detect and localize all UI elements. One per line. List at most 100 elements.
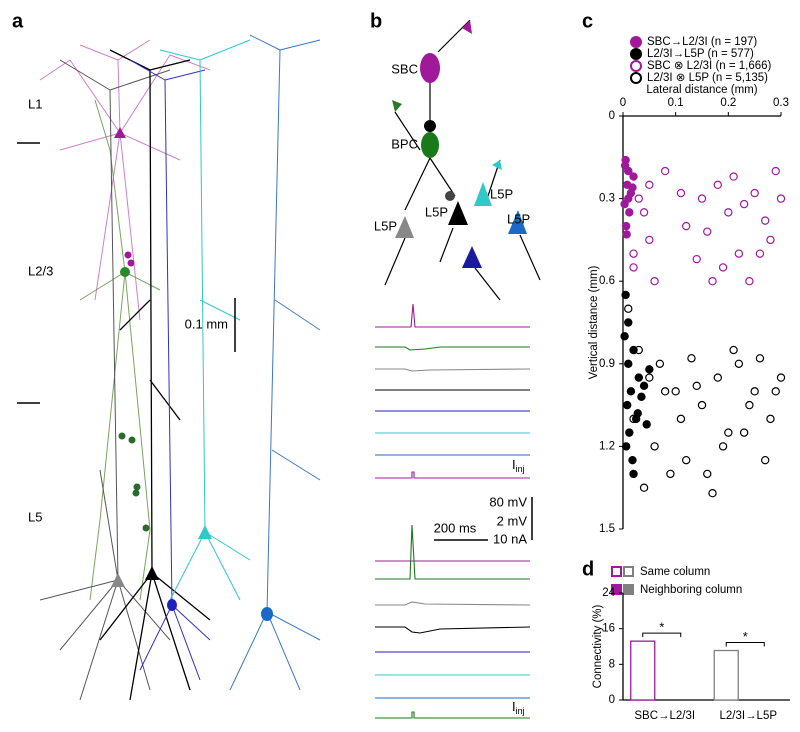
bar	[713, 649, 739, 701]
scatter-point	[676, 414, 686, 424]
scatter-point	[645, 235, 654, 245]
scatter-point	[676, 188, 686, 198]
scatter-point	[692, 254, 701, 264]
traces	[375, 303, 533, 719]
scatter-point	[761, 455, 770, 465]
scatter-point	[639, 208, 649, 217]
scatter-point	[708, 489, 717, 498]
scatter-point	[621, 442, 631, 451]
scale-label: 80 mV	[489, 494, 527, 509]
scatter-point	[739, 428, 749, 437]
scatter-point	[650, 277, 659, 286]
legend-label: L2/3I ⊗ L5P (n = 5,135)	[647, 72, 768, 84]
scatter-point	[645, 373, 654, 382]
panel-label: c	[582, 10, 593, 32]
scatter-point	[666, 469, 675, 479]
scatter-point	[629, 172, 638, 181]
scatter-point	[620, 161, 630, 170]
panel-label: b	[370, 10, 382, 32]
cell-label: L5P	[507, 211, 530, 226]
current-label-sub: inj	[516, 706, 525, 716]
scatter-point	[734, 359, 744, 368]
significance-mark: *	[659, 620, 664, 635]
current-label-main: I	[512, 457, 516, 472]
legend-marker	[611, 584, 622, 595]
legend-label: L2/3I→L5P (n = 577)	[647, 48, 754, 60]
scatter-point	[724, 428, 733, 437]
scatter-point	[625, 208, 634, 217]
scatter-point	[634, 194, 644, 203]
y-tick-label: 0.3	[599, 193, 615, 205]
panel-label: a	[12, 10, 24, 32]
y-tick-label: 16	[602, 623, 615, 635]
scatter-point	[620, 332, 629, 341]
scatter-point	[703, 469, 712, 479]
scatter-point	[639, 483, 649, 492]
scatter-point	[734, 249, 744, 258]
y-tick-label: 0.9	[599, 358, 615, 370]
scatter-point	[766, 414, 775, 424]
scatter-point	[729, 172, 738, 181]
legend-marker	[630, 48, 642, 60]
scatter-point	[771, 166, 780, 176]
scatter-point	[660, 387, 670, 396]
scatter-point	[682, 455, 691, 465]
scatter-point	[645, 180, 654, 190]
scatter-point	[713, 373, 723, 382]
scatter-point	[697, 400, 707, 410]
y-tick-label: 0	[609, 110, 615, 122]
legend-marker	[623, 566, 634, 577]
layer-label: L1	[28, 96, 42, 111]
scatter-point	[625, 428, 634, 437]
y-tick-label: 0.6	[599, 275, 615, 287]
significance-mark: *	[743, 629, 748, 644]
scale-label: 10 nA	[493, 531, 527, 546]
scatter-point	[750, 188, 759, 198]
significance-bracket	[725, 642, 765, 647]
current-label: Iinj	[512, 457, 525, 474]
scatter-point	[745, 277, 754, 286]
y-tick-label: 24	[602, 587, 615, 599]
scatter-point	[703, 227, 712, 236]
significance-bracket	[642, 632, 682, 638]
current-label: Iinj	[512, 699, 525, 716]
scatter-point	[626, 387, 636, 396]
scatter-point	[761, 216, 770, 225]
scatter-point	[622, 230, 631, 239]
x-axis-title: Lateral distance (mm)	[646, 84, 757, 96]
legend-marker	[630, 36, 642, 48]
scale-label: 200 ms	[434, 520, 477, 535]
y-axis-title: Connectivity (%)	[592, 604, 604, 688]
scatter-point	[713, 180, 723, 190]
scatter-point	[624, 194, 633, 203]
scatter-point	[623, 400, 632, 410]
legend-label: SBC→L2/3I (n = 197)	[647, 36, 757, 48]
scatter-point	[624, 318, 633, 327]
scatter-point	[682, 221, 691, 231]
scatter-point	[639, 381, 649, 391]
scatter-point	[755, 249, 765, 258]
legend-marker	[630, 60, 642, 72]
x-tick-label: 0.1	[668, 97, 684, 109]
cell-label: L5P	[425, 204, 448, 219]
scatter-point	[629, 469, 638, 479]
scatter-point	[624, 304, 633, 313]
scatter-point	[755, 354, 765, 363]
scatter-point	[642, 420, 651, 429]
legend-label: Same column	[640, 566, 710, 578]
scatter-point	[692, 381, 701, 391]
y-tick-label: 0	[609, 694, 615, 706]
cell-label: SBC	[391, 61, 418, 76]
scatter-point	[766, 235, 775, 245]
scatter-point	[650, 442, 659, 451]
bar	[630, 640, 656, 701]
x-tick-label: SBC→L2/3I	[634, 710, 695, 722]
cell-label: L5P	[490, 186, 513, 201]
current-label-main: I	[512, 699, 516, 714]
scatter-point	[645, 365, 654, 374]
scatter-point	[655, 359, 665, 368]
scatter-point	[697, 194, 707, 203]
cell-label: BPC	[391, 136, 418, 151]
scatter-point	[729, 345, 738, 355]
